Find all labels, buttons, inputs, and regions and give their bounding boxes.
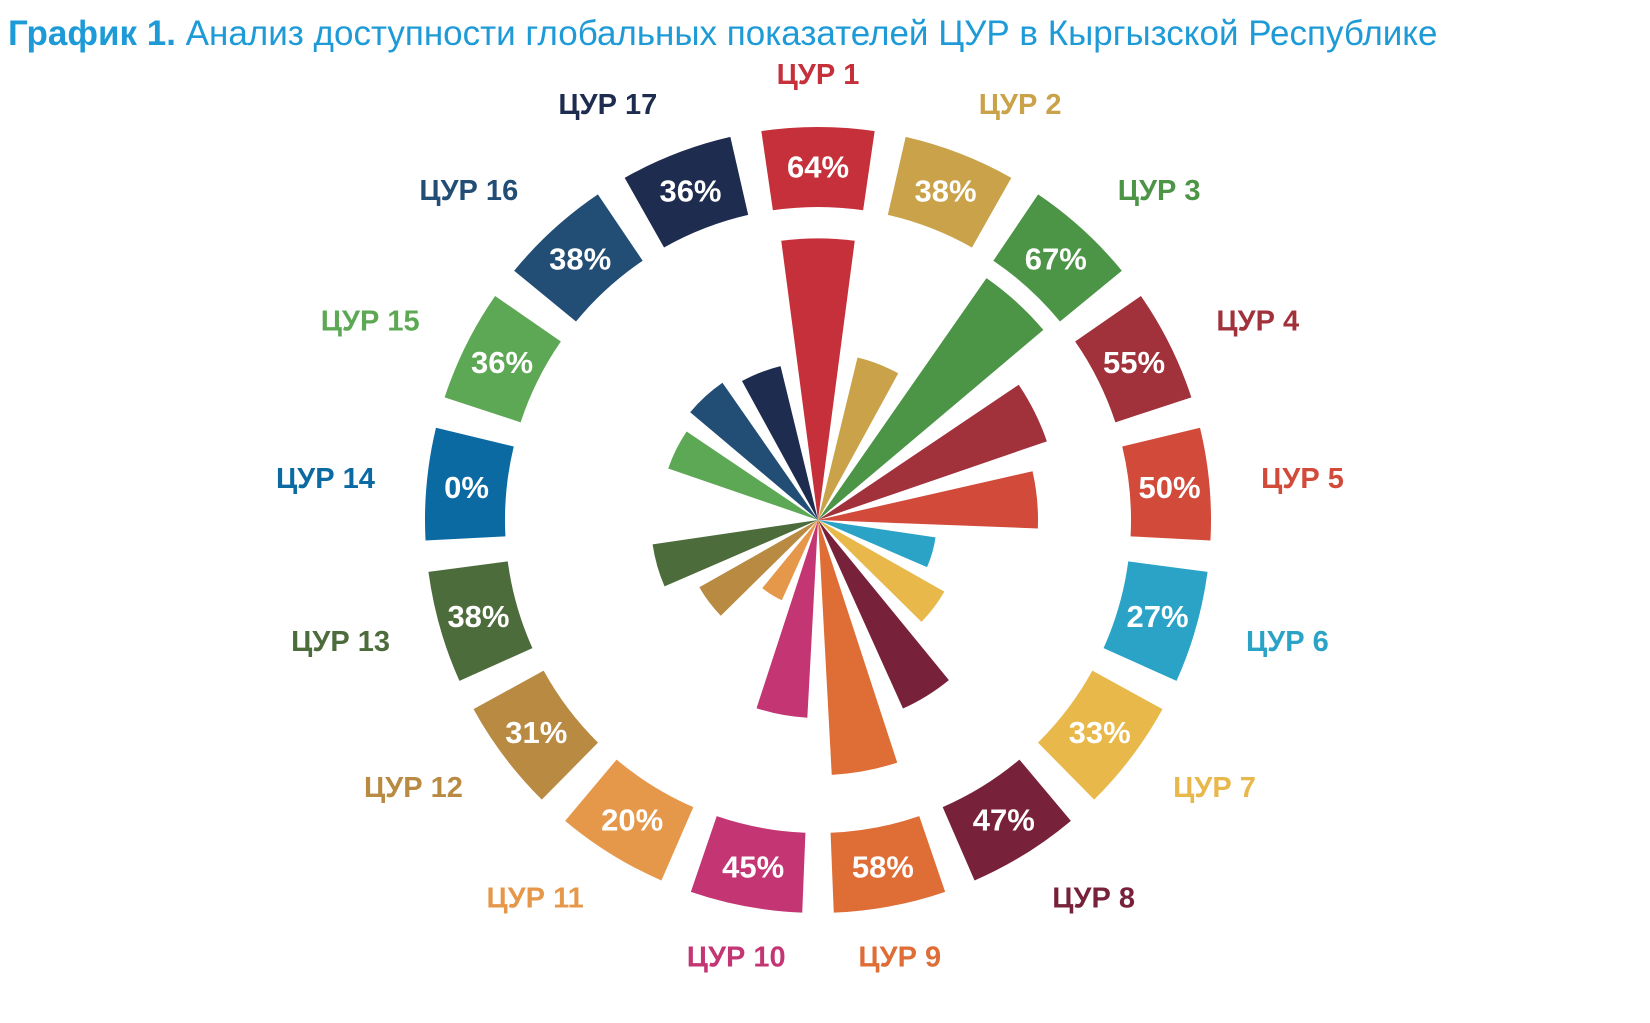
category-label-sdg-9: ЦУР 9	[858, 941, 941, 973]
ring-segment-sdg-17	[624, 136, 749, 248]
inner-bar-sdg-2	[818, 357, 899, 520]
inner-bars-group	[652, 238, 1047, 775]
inner-bar-sdg-16	[690, 382, 818, 520]
ring-segment-sdg-2	[887, 136, 1012, 248]
category-label-sdg-4: ЦУР 4	[1216, 306, 1299, 338]
ring-segment-sdg-8	[942, 759, 1071, 881]
value-label-sdg-5: 50%	[1138, 470, 1200, 505]
value-label-sdg-3: 67%	[1025, 242, 1087, 277]
value-label-sdg-6: 27%	[1127, 599, 1189, 634]
ring-segment-sdg-5	[1122, 427, 1211, 541]
inner-bar-sdg-4	[818, 384, 1047, 520]
ring-segment-sdg-9	[830, 816, 946, 913]
inner-bar-sdg-15	[668, 431, 818, 520]
value-label-sdg-10: 45%	[722, 849, 784, 884]
value-label-sdg-4: 55%	[1103, 345, 1165, 380]
category-label-sdg-17: ЦУР 17	[558, 89, 657, 121]
inner-bar-sdg-1	[781, 238, 855, 520]
inner-bar-sdg-17	[741, 366, 818, 520]
category-label-sdg-6: ЦУР 6	[1246, 626, 1329, 658]
ring-segment-sdg-12	[473, 670, 599, 800]
value-label-sdg-11: 20%	[601, 803, 663, 838]
category-label-sdg-11: ЦУР 11	[486, 882, 583, 914]
value-label-sdg-15: 36%	[471, 345, 533, 380]
inner-bar-sdg-5	[818, 471, 1038, 529]
ring-segment-sdg-16	[514, 194, 643, 322]
ring-segment-sdg-14	[425, 427, 514, 541]
ring-segment-sdg-13	[428, 561, 533, 681]
ring-segment-sdg-3	[993, 194, 1122, 322]
category-label-sdg-16: ЦУР 16	[419, 175, 518, 207]
ring-segment-sdg-10	[690, 816, 806, 913]
inner-bar-sdg-3	[818, 278, 1044, 520]
category-label-sdg-1: ЦУР 1	[777, 59, 860, 91]
category-label-sdg-5: ЦУР 5	[1261, 463, 1344, 495]
value-label-sdg-1: 64%	[787, 150, 849, 185]
value-label-sdg-16: 38%	[549, 242, 611, 277]
inner-bar-sdg-13	[652, 520, 818, 587]
inner-bar-sdg-10	[756, 520, 818, 718]
category-label-sdg-2: ЦУР 2	[979, 89, 1062, 121]
category-label-sdg-3: ЦУР 3	[1118, 175, 1201, 207]
chart-title: График 1. Анализ доступности глобальных …	[8, 14, 1437, 54]
category-label-sdg-8: ЦУР 8	[1052, 882, 1135, 914]
chart-title-number: График 1.	[8, 14, 176, 53]
value-label-sdg-8: 47%	[973, 803, 1035, 838]
value-label-sdg-9: 58%	[852, 849, 914, 884]
ring-segment-sdg-11	[565, 759, 694, 881]
category-label-sdg-10: ЦУР 10	[687, 941, 786, 973]
outer-ring-group: 64% 38% 67% 55% 50% 27% 33% 47% 58% 45% 20% 31% 38% 0…	[425, 126, 1211, 913]
category-label-sdg-15: ЦУР 15	[321, 306, 420, 338]
value-label-sdg-13: 38%	[447, 599, 509, 634]
ring-segment-sdg-7	[1037, 670, 1163, 800]
ring-segment-sdg-6	[1103, 561, 1208, 681]
chart-title-text: Анализ доступности глобальных показателе…	[185, 14, 1438, 53]
value-label-sdg-17: 36%	[659, 173, 721, 208]
value-label-sdg-2: 38%	[914, 173, 976, 208]
category-label-sdg-7: ЦУР 7	[1173, 772, 1256, 804]
category-labels-group: ЦУР 1 ЦУР 2 ЦУР 3 ЦУР 4 ЦУР 5 ЦУР 6 ЦУР 7 ЦУР 8…	[276, 59, 1344, 973]
inner-bar-sdg-7	[818, 520, 945, 622]
ring-segment-sdg-4	[1075, 295, 1192, 423]
ring-segment-sdg-15	[444, 295, 561, 423]
inner-bar-sdg-6	[818, 520, 936, 568]
value-label-sdg-14: 0%	[444, 470, 489, 505]
inner-bar-sdg-11	[762, 520, 818, 601]
category-label-sdg-14: ЦУР 14	[276, 463, 375, 495]
ring-segment-sdg-1	[761, 126, 875, 211]
inner-bar-sdg-9	[818, 520, 898, 775]
inner-bar-sdg-8	[818, 520, 949, 709]
value-label-sdg-12: 31%	[505, 715, 567, 750]
inner-bar-sdg-12	[699, 520, 818, 616]
category-label-sdg-12: ЦУР 12	[364, 772, 463, 804]
category-label-sdg-13: ЦУР 13	[291, 626, 390, 658]
value-label-sdg-7: 33%	[1069, 715, 1131, 750]
